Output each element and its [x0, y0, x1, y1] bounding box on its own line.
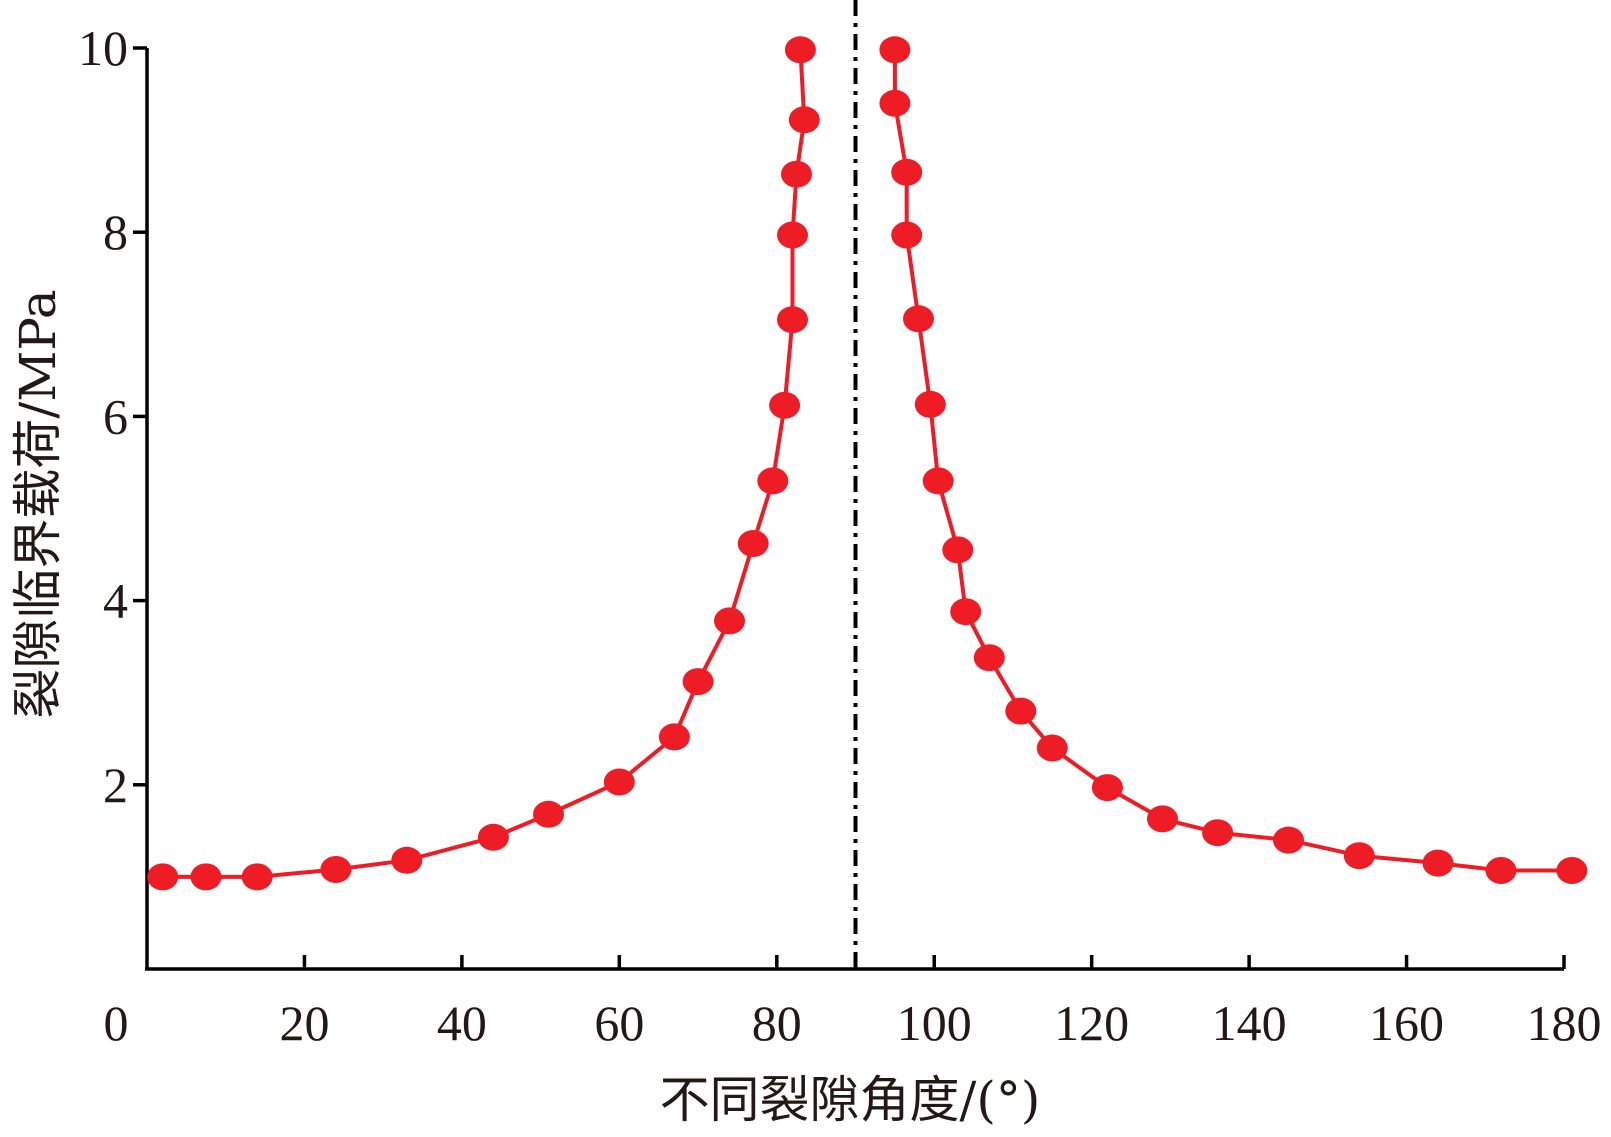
data-point	[190, 863, 222, 891]
data-point	[1005, 697, 1037, 725]
data-point	[682, 668, 714, 696]
data-point	[784, 36, 816, 64]
data-point	[603, 768, 635, 796]
y-axis-title: 裂隙临界载荷/MPa	[9, 289, 67, 718]
data-point	[973, 644, 1005, 672]
x-axis-title: 不同裂隙角度/(°)	[660, 1071, 1041, 1129]
data-point	[914, 390, 946, 418]
x-tick-label: 180	[1527, 995, 1602, 1051]
x-tick-label: 140	[1212, 995, 1287, 1051]
data-point	[922, 467, 954, 495]
data-point	[777, 221, 808, 249]
data-point	[788, 106, 820, 134]
data-point	[658, 723, 690, 751]
series-layer	[147, 36, 1588, 891]
x-tick-label: 20	[279, 995, 329, 1051]
y-tick-label: 2	[103, 757, 128, 813]
x-tick-label: 100	[897, 995, 972, 1051]
series-line	[162, 49, 807, 879]
data-point	[1202, 819, 1234, 847]
data-point	[1556, 857, 1588, 884]
data-point	[320, 856, 352, 883]
data-point	[533, 800, 564, 828]
data-point	[1343, 842, 1375, 870]
y-tick-label: 4	[103, 573, 128, 629]
data-point	[1091, 774, 1123, 802]
data-point	[903, 305, 934, 333]
data-point	[950, 598, 982, 626]
x-tick-label: 0	[104, 995, 129, 1051]
axes	[145, 48, 1564, 971]
data-point	[241, 863, 273, 891]
series-line	[892, 49, 1572, 873]
data-point	[391, 846, 423, 874]
y-tick-label: 6	[103, 388, 128, 444]
data-point	[147, 863, 179, 891]
data-point	[777, 306, 808, 334]
x-tick-label: 160	[1369, 995, 1444, 1051]
data-point	[1422, 849, 1454, 877]
x-tick-label: 120	[1054, 995, 1129, 1051]
data-point	[942, 536, 974, 564]
data-point	[891, 158, 923, 186]
data-point	[714, 607, 745, 635]
data-point	[769, 391, 801, 419]
data-point	[757, 467, 789, 495]
data-point	[1036, 734, 1068, 762]
data-point	[1147, 805, 1178, 833]
y-ticks: 2 4 6 8 10	[78, 20, 147, 813]
data-point	[879, 89, 911, 117]
x-tick-label: 60	[594, 995, 644, 1051]
data-point	[737, 530, 769, 557]
x-ticks: 0 20 40 60 80 100 120 140 160 180	[104, 955, 1602, 1051]
y-tick-label: 10	[78, 20, 128, 76]
data-point	[781, 160, 812, 188]
y-tick-label: 8	[103, 204, 128, 260]
data-point	[1485, 857, 1517, 884]
data-point	[477, 823, 509, 851]
data-point	[879, 36, 911, 64]
x-tick-label: 40	[437, 995, 487, 1051]
x-tick-label: 80	[752, 995, 802, 1051]
data-point	[1273, 826, 1304, 854]
data-point	[891, 221, 923, 249]
